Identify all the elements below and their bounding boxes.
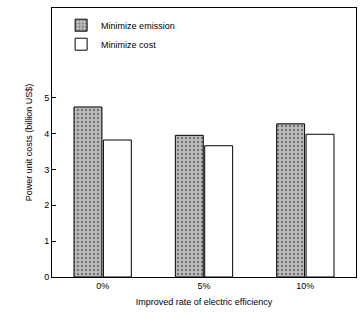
svg-text:2: 2 [44, 200, 49, 210]
svg-text:10%: 10% [296, 281, 314, 291]
svg-text:5: 5 [44, 93, 49, 103]
svg-text:0: 0 [44, 272, 49, 282]
svg-text:4: 4 [44, 129, 49, 139]
svg-text:Minimize emission: Minimize emission [101, 21, 175, 31]
svg-text:Power unit costs (billion US$): Power unit costs (billion US$) [24, 84, 34, 202]
svg-text:3: 3 [44, 165, 49, 175]
svg-text:5%: 5% [197, 281, 210, 291]
svg-text:1: 1 [44, 236, 49, 246]
svg-text:0%: 0% [96, 281, 109, 291]
svg-text:Improved rate of electric effi: Improved rate of electric efficiency [136, 297, 273, 307]
svg-text:Minimize cost: Minimize cost [101, 40, 156, 50]
